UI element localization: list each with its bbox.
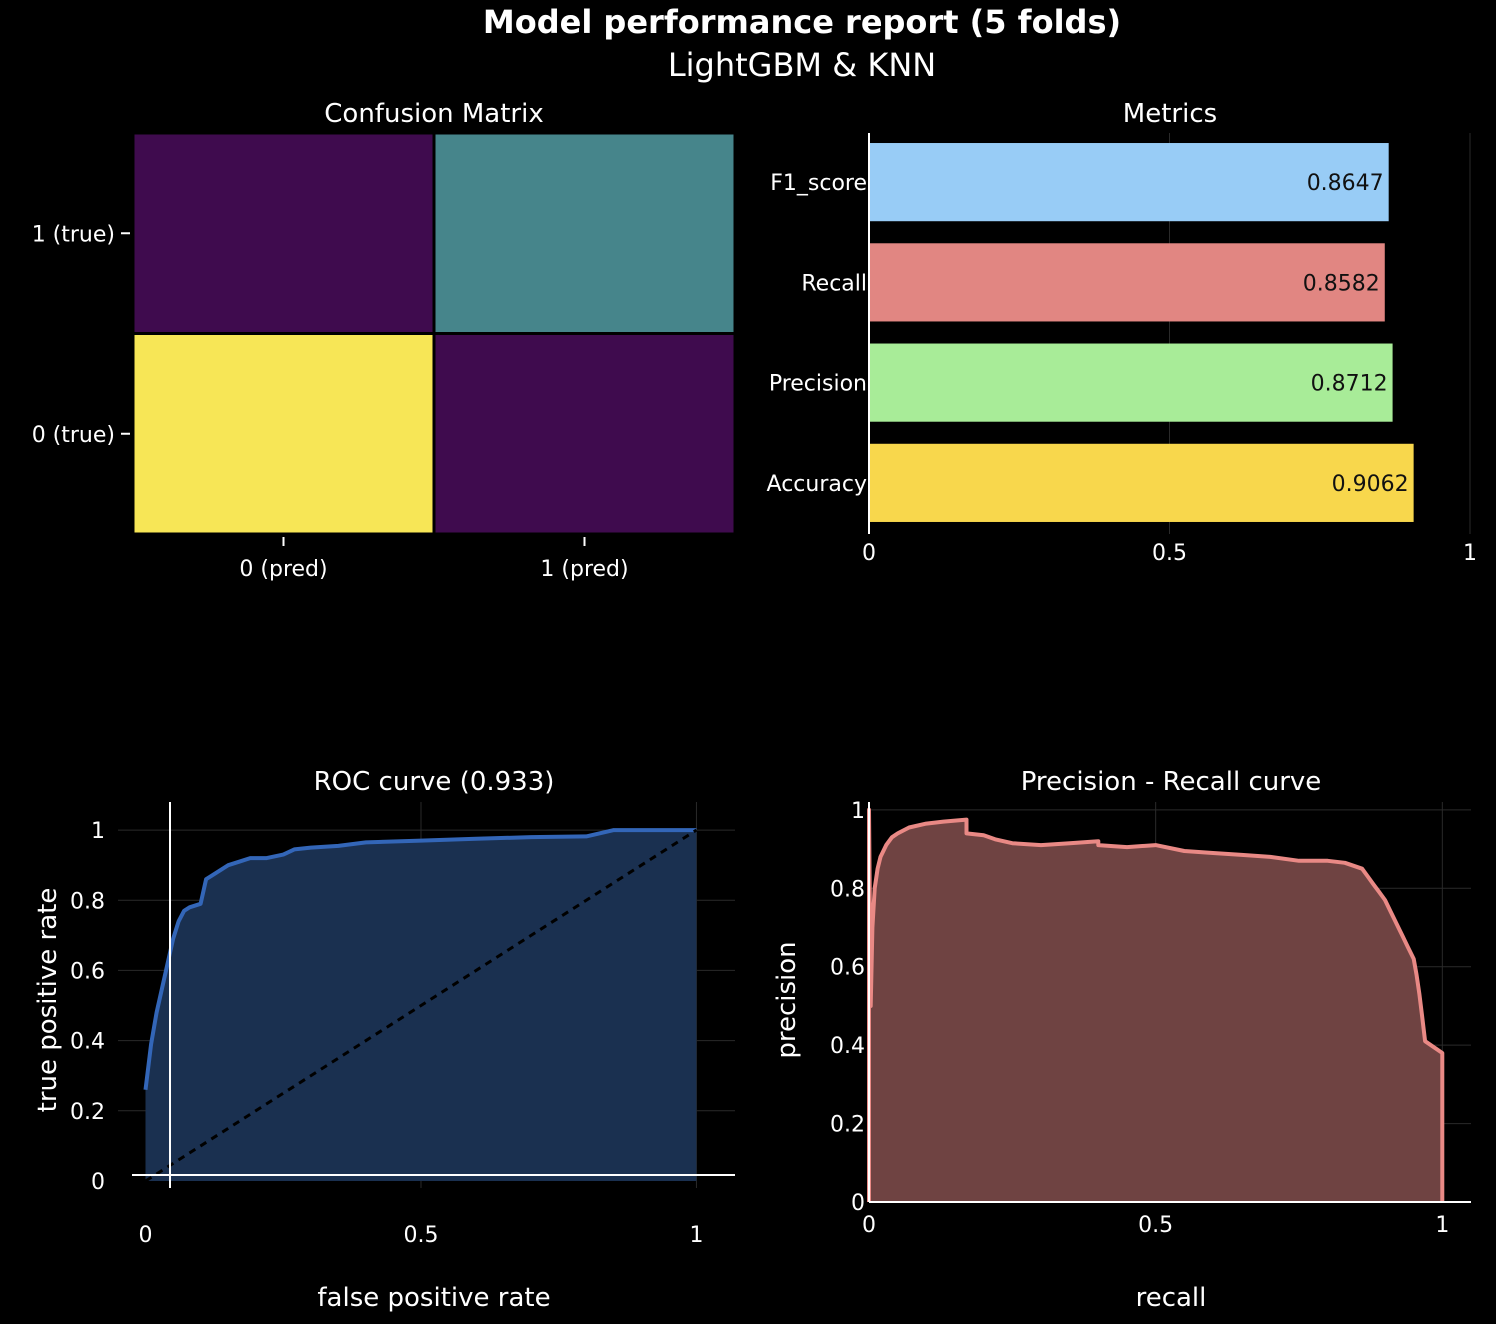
x-tick-label: 0.5 (1138, 1213, 1173, 1238)
x-tick-label: 0 (139, 1223, 153, 1248)
metric-category-label: Precision (769, 372, 867, 397)
roc-xlabel: false positive rate (317, 1283, 550, 1313)
roc-ylabel: true positive rate (33, 888, 63, 1113)
y-tick-label: 0 (true) (32, 423, 115, 448)
y-tick-label: 1 (91, 819, 105, 844)
metric-value-label: 0.9062 (1332, 472, 1409, 497)
confusion-matrix-axes: 0 (pred) 1 (pred) 1 (true) 0 (true) (32, 222, 629, 582)
metric-value-label: 0.8712 (1311, 372, 1388, 397)
metrics-bars: 0.8647 0.8582 0.8712 0.9062 (870, 143, 1414, 522)
pr-axes: 0 0.2 0.4 0.6 0.8 1 0 0.5 1 (830, 799, 1471, 1238)
metric-bar (870, 143, 1389, 222)
confusion-matrix-cell (134, 134, 433, 332)
metric-bar (870, 243, 1385, 322)
metric-category-label: Accuracy (767, 472, 867, 497)
confusion-matrix-cell (134, 335, 433, 533)
y-tick-label: 0.8 (830, 877, 865, 902)
roc-title: ROC curve (0.933) (314, 767, 555, 797)
pr-ylabel: precision (772, 941, 802, 1058)
metric-value-label: 0.8582 (1303, 271, 1380, 296)
x-tick-label: 0 (pred) (239, 557, 327, 582)
pr-xlabel: recall (1136, 1283, 1207, 1313)
confusion-matrix-title: Confusion Matrix (324, 99, 543, 129)
y-tick-label: 0.2 (830, 1113, 865, 1138)
x-tick-label: 1 (pred) (540, 557, 628, 582)
x-tick-label: 0 (862, 541, 876, 566)
x-tick-label: 1 (1463, 541, 1477, 566)
x-tick-label: 1 (1435, 1213, 1449, 1238)
curve-line (867, 807, 1445, 1202)
metric-category-label: F1_score (770, 171, 867, 196)
metric-bar (870, 443, 1414, 522)
y-tick-label: 0 (851, 1191, 865, 1216)
pr-plot (867, 807, 1445, 1202)
pr-panel: Precision - Recall curve 00.20.40.60.810… (772, 767, 1471, 1313)
y-tick-label: 1 (true) (32, 222, 115, 247)
curve-area (869, 809, 1443, 1202)
confusion-matrix-cell (435, 335, 734, 533)
roc-plot (143, 828, 698, 1183)
y-tick-label: 0 (91, 1170, 105, 1195)
metrics-panel: Metrics 0.8647 0.8582 0.8712 0.9062 0 0.5 1 F1… (767, 99, 1477, 566)
metric-category-label: Recall (801, 271, 867, 296)
y-tick-label: 1 (851, 799, 865, 824)
roc-panel: ROC curve (0.933) 0 0.2 0.4 0.6 0.8 1 0 0.5 1 fa… (33, 767, 735, 1313)
y-tick-label: 0.6 (70, 959, 105, 984)
y-tick-label: 0.2 (70, 1100, 105, 1125)
x-tick-label: 0 (862, 1213, 876, 1238)
y-tick-label: 0.8 (70, 889, 105, 914)
metric-value-label: 0.8647 (1307, 171, 1384, 196)
metric-bar (870, 343, 1393, 422)
y-tick-label: 0.6 (830, 956, 865, 981)
report-subtitle: LightGBM & KNN (668, 46, 936, 84)
baseline-diagonal (144, 828, 698, 1183)
y-tick-label: 0.4 (830, 1034, 865, 1059)
metrics-title: Metrics (1123, 99, 1217, 129)
confusion-matrix-panel: Confusion Matrix 0 (pred) 1 (pred) 1 (true… (32, 99, 734, 582)
curve-line (143, 828, 697, 1090)
x-tick-label: 1 (689, 1223, 703, 1248)
pr-title: Precision - Recall curve (1021, 767, 1322, 797)
report-title: Model performance report (5 folds) (483, 3, 1121, 41)
x-tick-label: 0.5 (403, 1223, 438, 1248)
roc-axes: 0 0.2 0.4 0.6 0.8 1 0 0.5 1 (70, 802, 735, 1248)
confusion-matrix-cells (134, 134, 734, 533)
x-tick-label: 0.5 (1152, 541, 1187, 566)
metrics-axes: 0 0.5 1 F1_score Recall Precision Accuracy (767, 133, 1477, 566)
y-tick-label: 0.4 (70, 1030, 105, 1055)
confusion-matrix-cell (435, 134, 734, 332)
